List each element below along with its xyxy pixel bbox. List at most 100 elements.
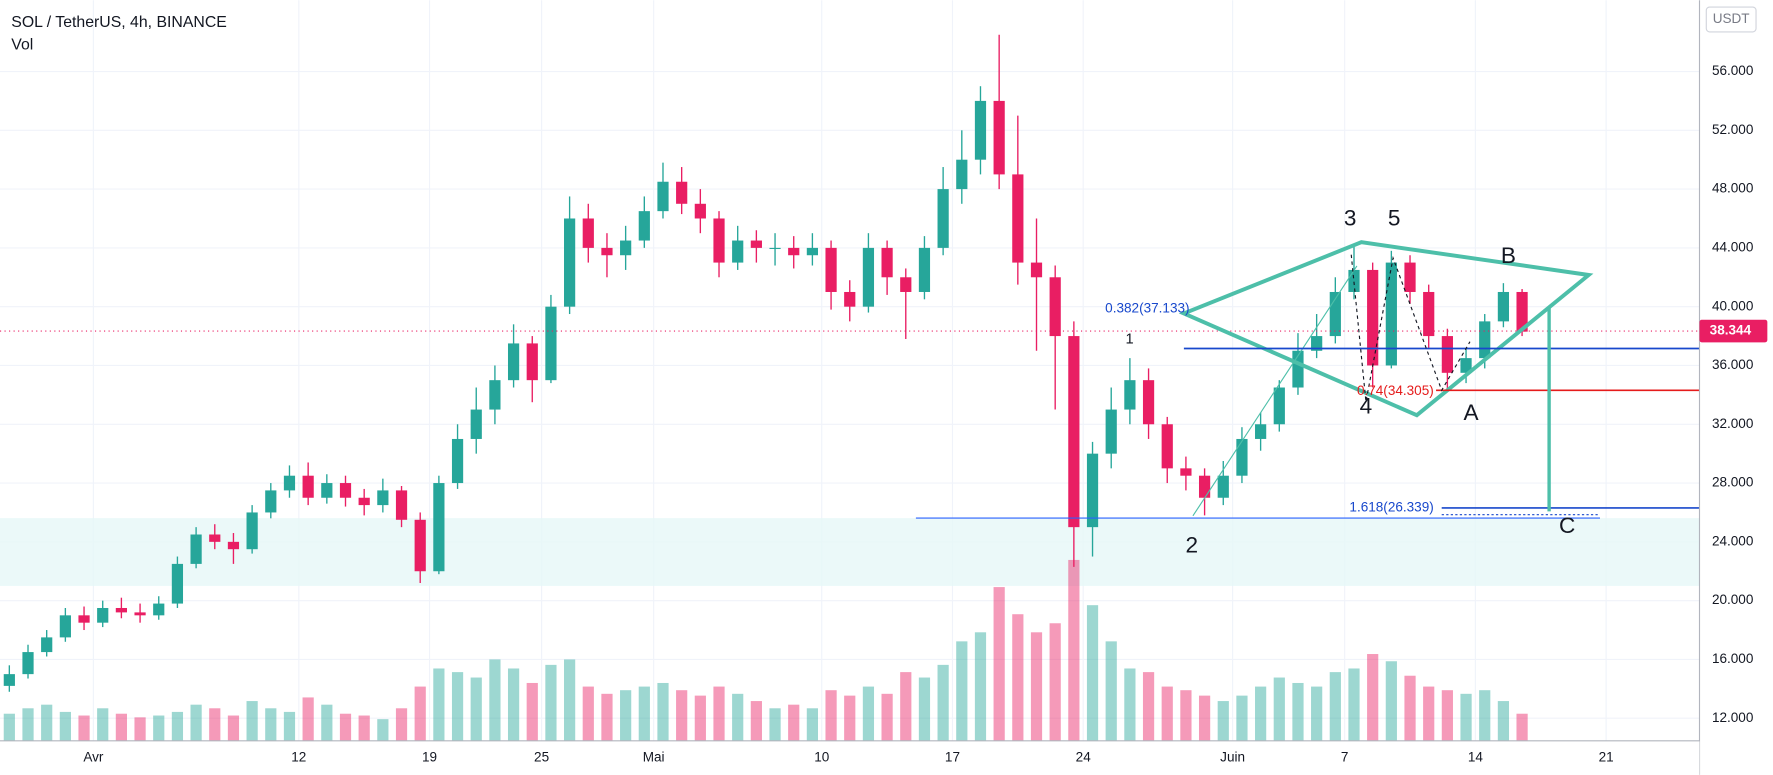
support-zone [0, 518, 1700, 586]
volume-bar [1441, 690, 1453, 741]
volume-bar [358, 715, 370, 741]
fib-label: 0.74(34.305) [1357, 383, 1434, 398]
volume-bar [209, 708, 221, 741]
candle-body [545, 306, 557, 381]
volume-bar [974, 632, 987, 741]
volume-bar [1124, 668, 1136, 741]
wave-label: 2 [1186, 532, 1199, 557]
last-price-box [1699, 319, 1768, 343]
volume-bar [788, 704, 800, 741]
wave-label: A [1464, 400, 1480, 425]
volume-bar [956, 641, 968, 741]
candle-body [358, 497, 370, 506]
x-tick-label: Avr [83, 749, 104, 764]
candle-body [507, 343, 520, 381]
fib-label: 0.382(37.133) [1105, 300, 1189, 315]
y-tick-label: 56.000 [1712, 63, 1753, 78]
volume-bar [321, 704, 333, 741]
volume-bar [302, 697, 314, 741]
y-tick-label: 12.000 [1712, 710, 1753, 725]
volume-bar [489, 659, 501, 741]
candle-body [1198, 475, 1211, 498]
volume-bar [3, 713, 15, 741]
candle-body [1292, 350, 1304, 388]
x-tick-label: 10 [814, 749, 829, 764]
candle-body [1497, 291, 1510, 322]
candle-body [1423, 291, 1435, 337]
candle-body [1124, 380, 1136, 410]
candle-body [97, 607, 109, 623]
candle-body [1086, 453, 1099, 528]
grid [0, 0, 1700, 741]
candle-body [881, 247, 893, 278]
candle-body [844, 291, 856, 307]
candles [3, 34, 1528, 692]
candle-body [451, 438, 464, 484]
volume-bar [993, 587, 1005, 741]
volume-bar [676, 690, 688, 741]
candle-body [339, 483, 352, 498]
candle-body [265, 490, 277, 513]
candle-body [1161, 424, 1173, 469]
candle-body [246, 512, 258, 550]
volume-bar [806, 708, 819, 741]
candle-body [1236, 438, 1248, 476]
y-tick-label: 40.000 [1712, 298, 1753, 313]
volume-bar [825, 690, 837, 741]
candle-body [676, 181, 688, 204]
candle-body [713, 218, 725, 263]
channel-line [1192, 265, 1358, 517]
candle-body [489, 380, 501, 410]
candle-body [1068, 336, 1080, 528]
volume-bar [246, 701, 258, 741]
candle-body [862, 247, 875, 307]
volume-bar [713, 686, 725, 741]
candle-body [1142, 380, 1155, 425]
volume-bar [1161, 686, 1173, 741]
volume-bar [470, 677, 482, 741]
fib-label: 1.618(26.339) [1349, 500, 1433, 515]
volume-bar [1236, 695, 1248, 741]
candle-body [806, 247, 819, 256]
volume-bar [171, 711, 184, 741]
volume-bar [564, 659, 576, 741]
candle-body [433, 483, 445, 572]
volume-bar [395, 708, 408, 741]
currency-box[interactable] [1705, 6, 1757, 33]
volume-bar [1198, 695, 1211, 741]
candle-body [22, 652, 34, 675]
candle-body [134, 612, 146, 616]
candle-body [937, 189, 949, 248]
volume-bar [414, 686, 426, 741]
volume-bar [507, 668, 520, 741]
candle-body [1385, 262, 1397, 366]
x-tick-label: 17 [945, 749, 960, 764]
candle-body [993, 100, 1005, 175]
candle-body [1012, 174, 1024, 263]
volume-bar [1385, 661, 1397, 741]
volume-bar [844, 695, 856, 741]
candle-body [1049, 277, 1061, 337]
candle-body [470, 409, 482, 439]
y-tick-label: 48.000 [1712, 181, 1753, 196]
volume-bar [1030, 632, 1043, 741]
candle-body [1516, 291, 1528, 332]
volume-bar [1068, 559, 1080, 741]
candle-body [1479, 321, 1491, 359]
volume-bar [1273, 677, 1285, 741]
volume-bar [115, 713, 127, 741]
volume-bar [134, 717, 146, 741]
candle-body [750, 240, 762, 248]
volume-bar [1255, 686, 1267, 741]
candle-body [620, 240, 632, 256]
x-tick-label: 25 [534, 749, 549, 764]
volume-bar [1086, 605, 1099, 741]
candle-body [1255, 424, 1267, 439]
currency: USDT [1713, 11, 1750, 26]
last-price-label: 38.344 [1710, 323, 1752, 338]
volume-bar [1180, 690, 1192, 741]
y-tick-label: 32.000 [1712, 416, 1753, 431]
volume-bar [1217, 701, 1229, 741]
